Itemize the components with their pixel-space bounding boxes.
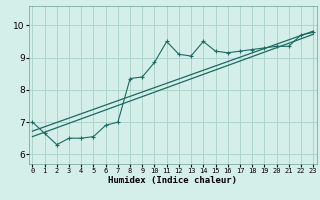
X-axis label: Humidex (Indice chaleur): Humidex (Indice chaleur) bbox=[108, 176, 237, 185]
